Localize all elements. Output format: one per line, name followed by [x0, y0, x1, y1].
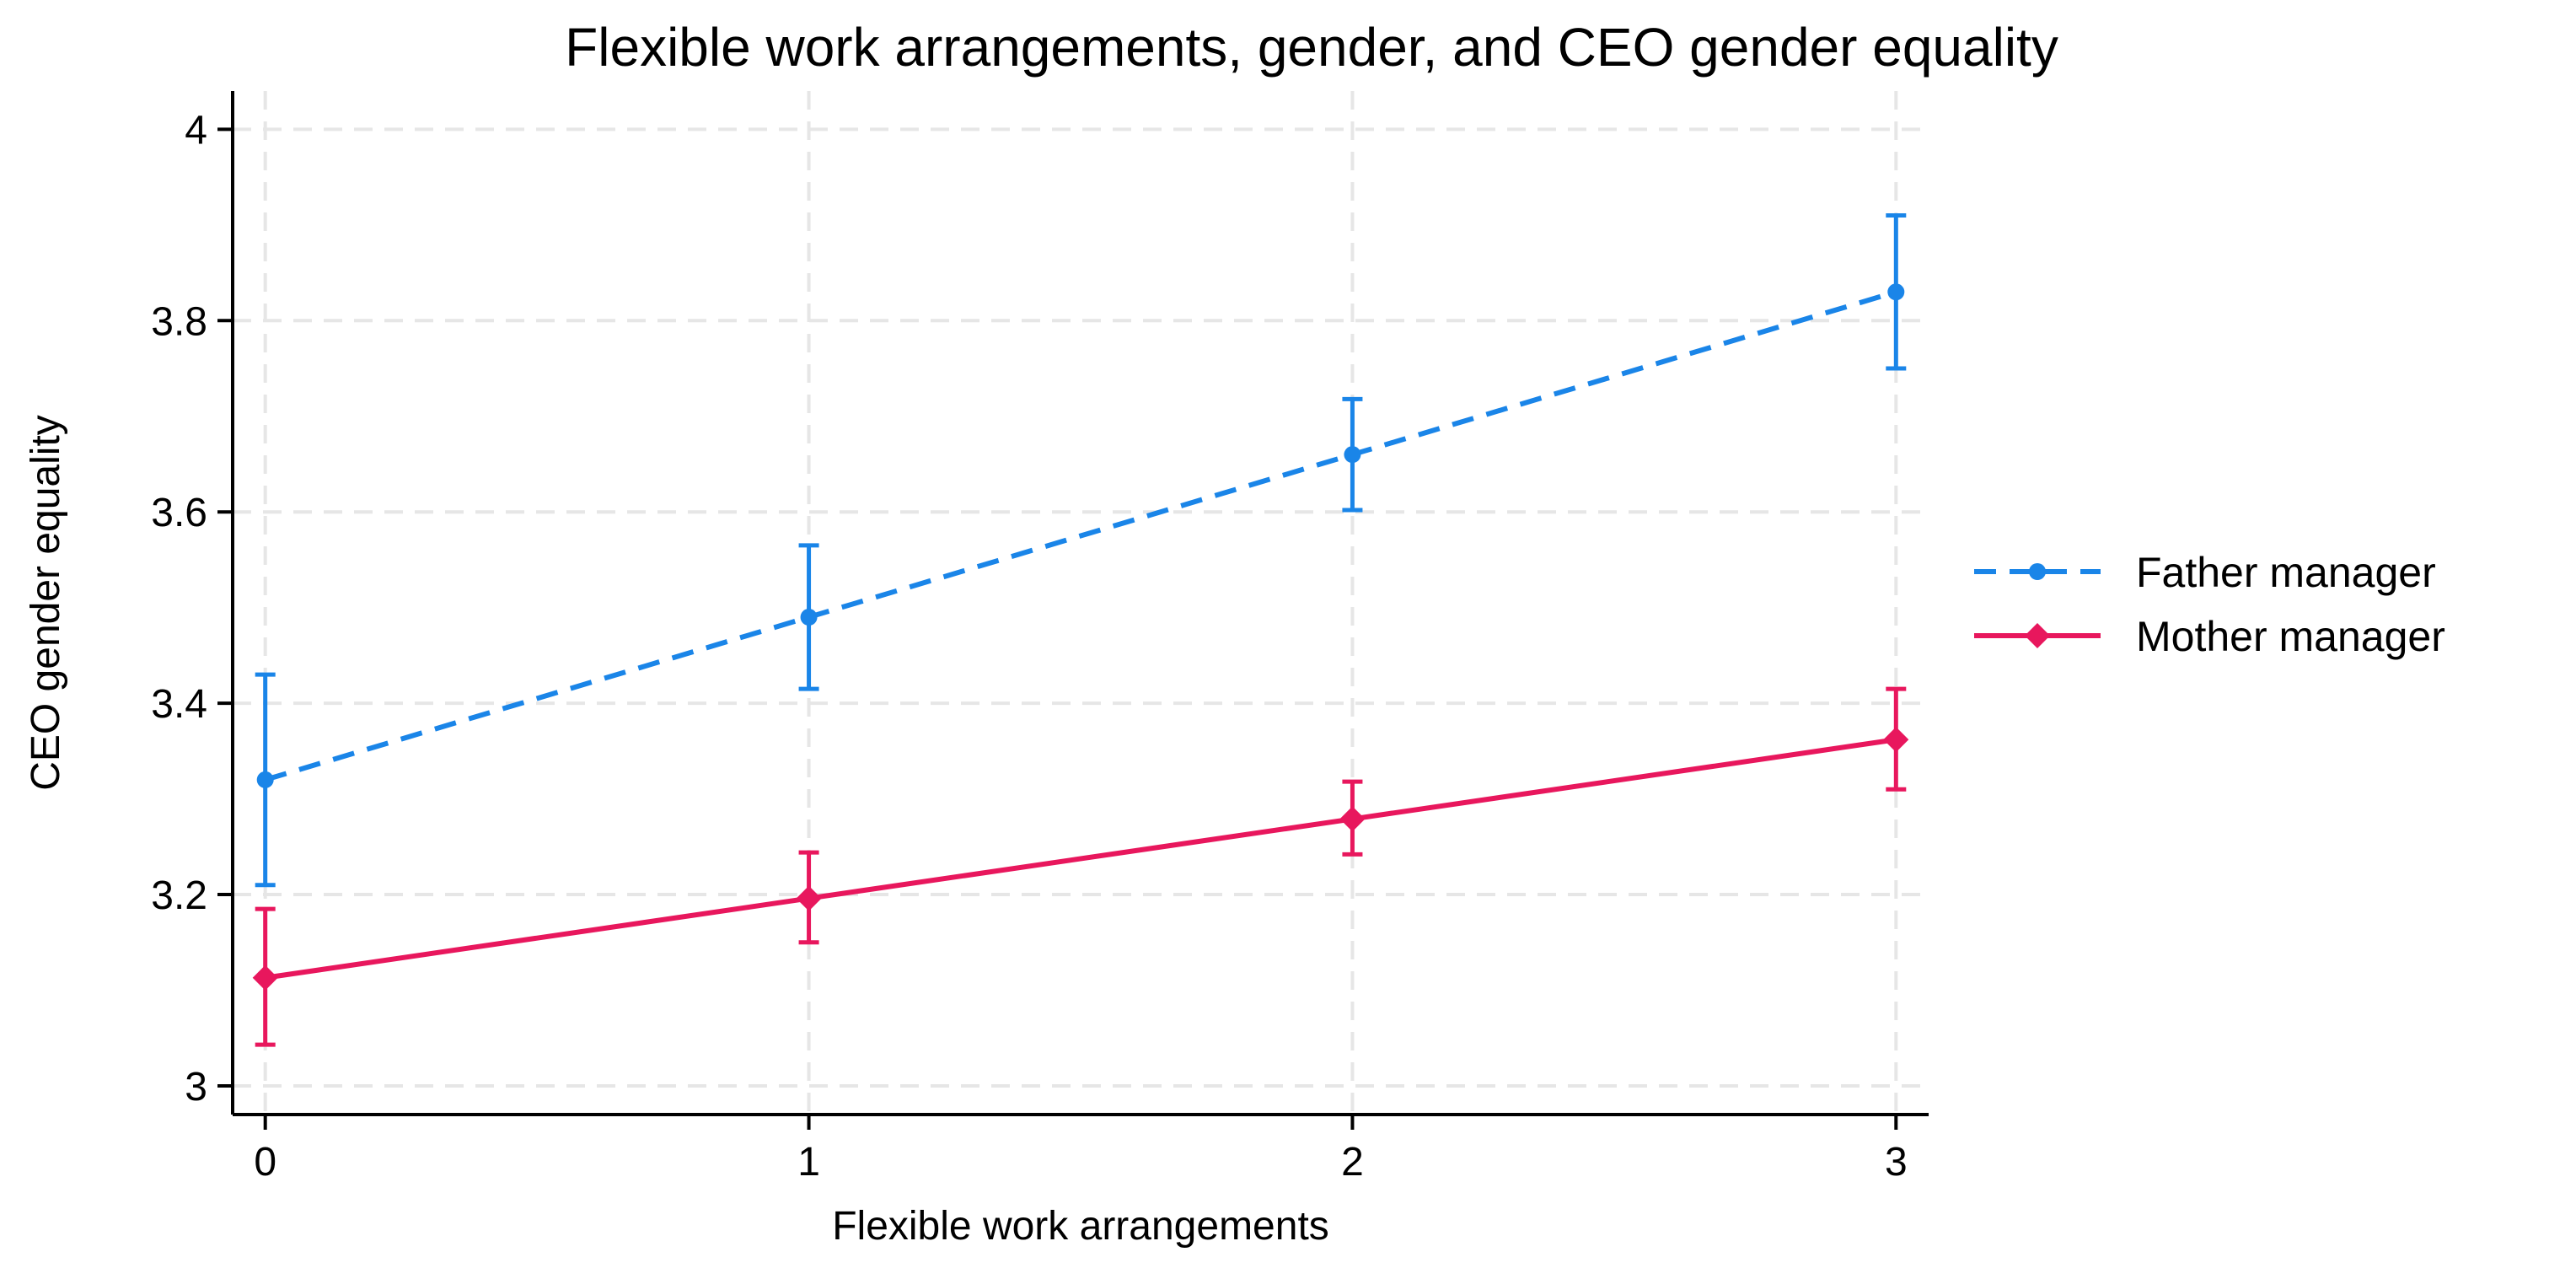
- series-line: [265, 737, 1897, 981]
- series-line: [264, 289, 1897, 782]
- legend-entry: Mother manager: [1974, 613, 2445, 660]
- data-point: [1344, 446, 1361, 464]
- y-tick-label: 3.6: [151, 491, 207, 535]
- data-point: [796, 885, 822, 911]
- legend-marker: [2029, 563, 2046, 580]
- x-tick-label: 2: [1341, 1140, 1364, 1185]
- data-point: [1883, 727, 1909, 753]
- legend: Father manager Mother manager: [1974, 549, 2445, 660]
- y-axis-title: CEO gender equality: [24, 415, 68, 791]
- axes: [231, 91, 1929, 1116]
- series-mother-manager: [252, 686, 1909, 1047]
- data-point: [800, 609, 818, 626]
- x-axis-title: Flexible work arrangements: [832, 1204, 1329, 1249]
- tick-labels: 3 3.2 3.4 3.6 3.8 4 0 1 2 3: [151, 108, 1907, 1185]
- data-point: [1339, 806, 1366, 832]
- legend-label: Mother manager: [2136, 613, 2445, 660]
- legend-marker: [2025, 623, 2050, 648]
- data-point: [1887, 283, 1905, 301]
- legend-label: Father manager: [2136, 549, 2436, 596]
- y-tick-label: 3.2: [151, 873, 207, 918]
- plot-series: [252, 212, 1909, 1047]
- x-tick-label: 0: [254, 1140, 276, 1185]
- series-father-manager: [255, 212, 1907, 888]
- y-tick-label: 3.8: [151, 299, 207, 344]
- grid-lines: [233, 91, 1929, 1115]
- y-tick-label: 3.4: [151, 682, 207, 727]
- legend-entry: Father manager: [1974, 549, 2436, 596]
- data-point: [256, 771, 274, 788]
- x-tick-label: 1: [797, 1140, 820, 1185]
- chart-title: Flexible work arrangements, gender, and …: [565, 17, 2058, 78]
- x-tick-label: 3: [1885, 1140, 1908, 1185]
- y-tick-label: 4: [185, 108, 207, 153]
- data-point: [252, 964, 278, 991]
- y-tick-label: 3: [185, 1065, 207, 1110]
